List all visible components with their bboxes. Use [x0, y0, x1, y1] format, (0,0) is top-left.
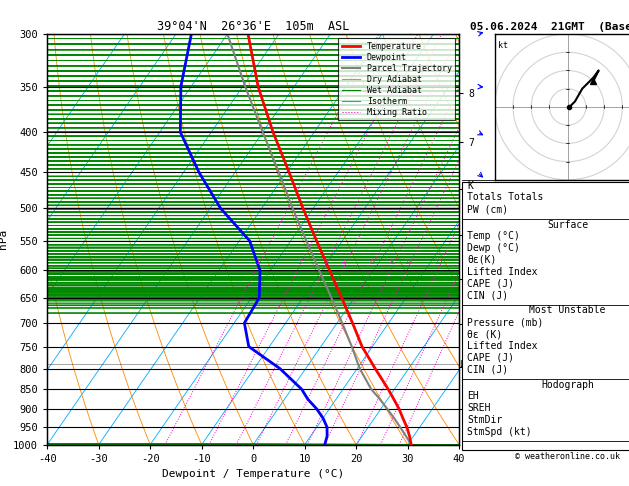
Y-axis label: km
ASL: km ASL	[476, 230, 497, 248]
Text: PW (cm): PW (cm)	[467, 204, 508, 214]
Text: Hodograph: Hodograph	[541, 380, 594, 390]
X-axis label: Dewpoint / Temperature (°C): Dewpoint / Temperature (°C)	[162, 469, 344, 479]
Text: Totals Totals: Totals Totals	[467, 192, 543, 203]
Text: 6: 6	[369, 259, 374, 265]
Text: 1: 1	[255, 259, 260, 265]
Text: θε(K): θε(K)	[467, 255, 497, 265]
Text: © weatheronline.co.uk: © weatheronline.co.uk	[515, 452, 620, 461]
Text: StmDir: StmDir	[467, 415, 503, 425]
Text: 3: 3	[323, 259, 327, 265]
Text: SREH: SREH	[467, 403, 491, 413]
Text: StmSpd (kt): StmSpd (kt)	[467, 427, 532, 437]
Text: 05.06.2024  21GMT  (Base: 18): 05.06.2024 21GMT (Base: 18)	[470, 21, 629, 32]
Text: Lifted Index: Lifted Index	[467, 267, 538, 277]
Legend: Temperature, Dewpoint, Parcel Trajectory, Dry Adiabat, Wet Adiabat, Isotherm, Mi: Temperature, Dewpoint, Parcel Trajectory…	[338, 38, 455, 121]
Text: Lifted Index: Lifted Index	[467, 341, 538, 351]
Text: θε (K): θε (K)	[467, 329, 503, 339]
Y-axis label: hPa: hPa	[0, 229, 8, 249]
Text: CIN (J): CIN (J)	[467, 364, 508, 374]
Text: EH: EH	[467, 391, 479, 401]
Text: CAPE (J): CAPE (J)	[467, 278, 515, 288]
Text: 4: 4	[342, 259, 346, 265]
Text: Dewp (°C): Dewp (°C)	[467, 243, 520, 253]
Text: CAPE (J): CAPE (J)	[467, 352, 515, 363]
Text: K: K	[467, 181, 473, 191]
Text: 15: 15	[434, 259, 443, 265]
Text: Temp (°C): Temp (°C)	[467, 231, 520, 242]
Text: Most Unstable: Most Unstable	[530, 306, 606, 315]
Text: Pressure (mb): Pressure (mb)	[467, 317, 543, 327]
Text: CIN (J): CIN (J)	[467, 290, 508, 300]
Text: LCL: LCL	[459, 360, 474, 369]
Text: 2: 2	[297, 259, 301, 265]
Title: 39°04'N  26°36'E  105m  ASL: 39°04'N 26°36'E 105m ASL	[157, 20, 349, 33]
Text: 8: 8	[390, 259, 394, 265]
Text: 10: 10	[404, 259, 413, 265]
Text: kt: kt	[498, 41, 508, 51]
Text: 20: 20	[457, 259, 465, 265]
Text: Surface: Surface	[547, 220, 588, 229]
Text: Mixing Ratio (g/kg): Mixing Ratio (g/kg)	[529, 192, 538, 287]
